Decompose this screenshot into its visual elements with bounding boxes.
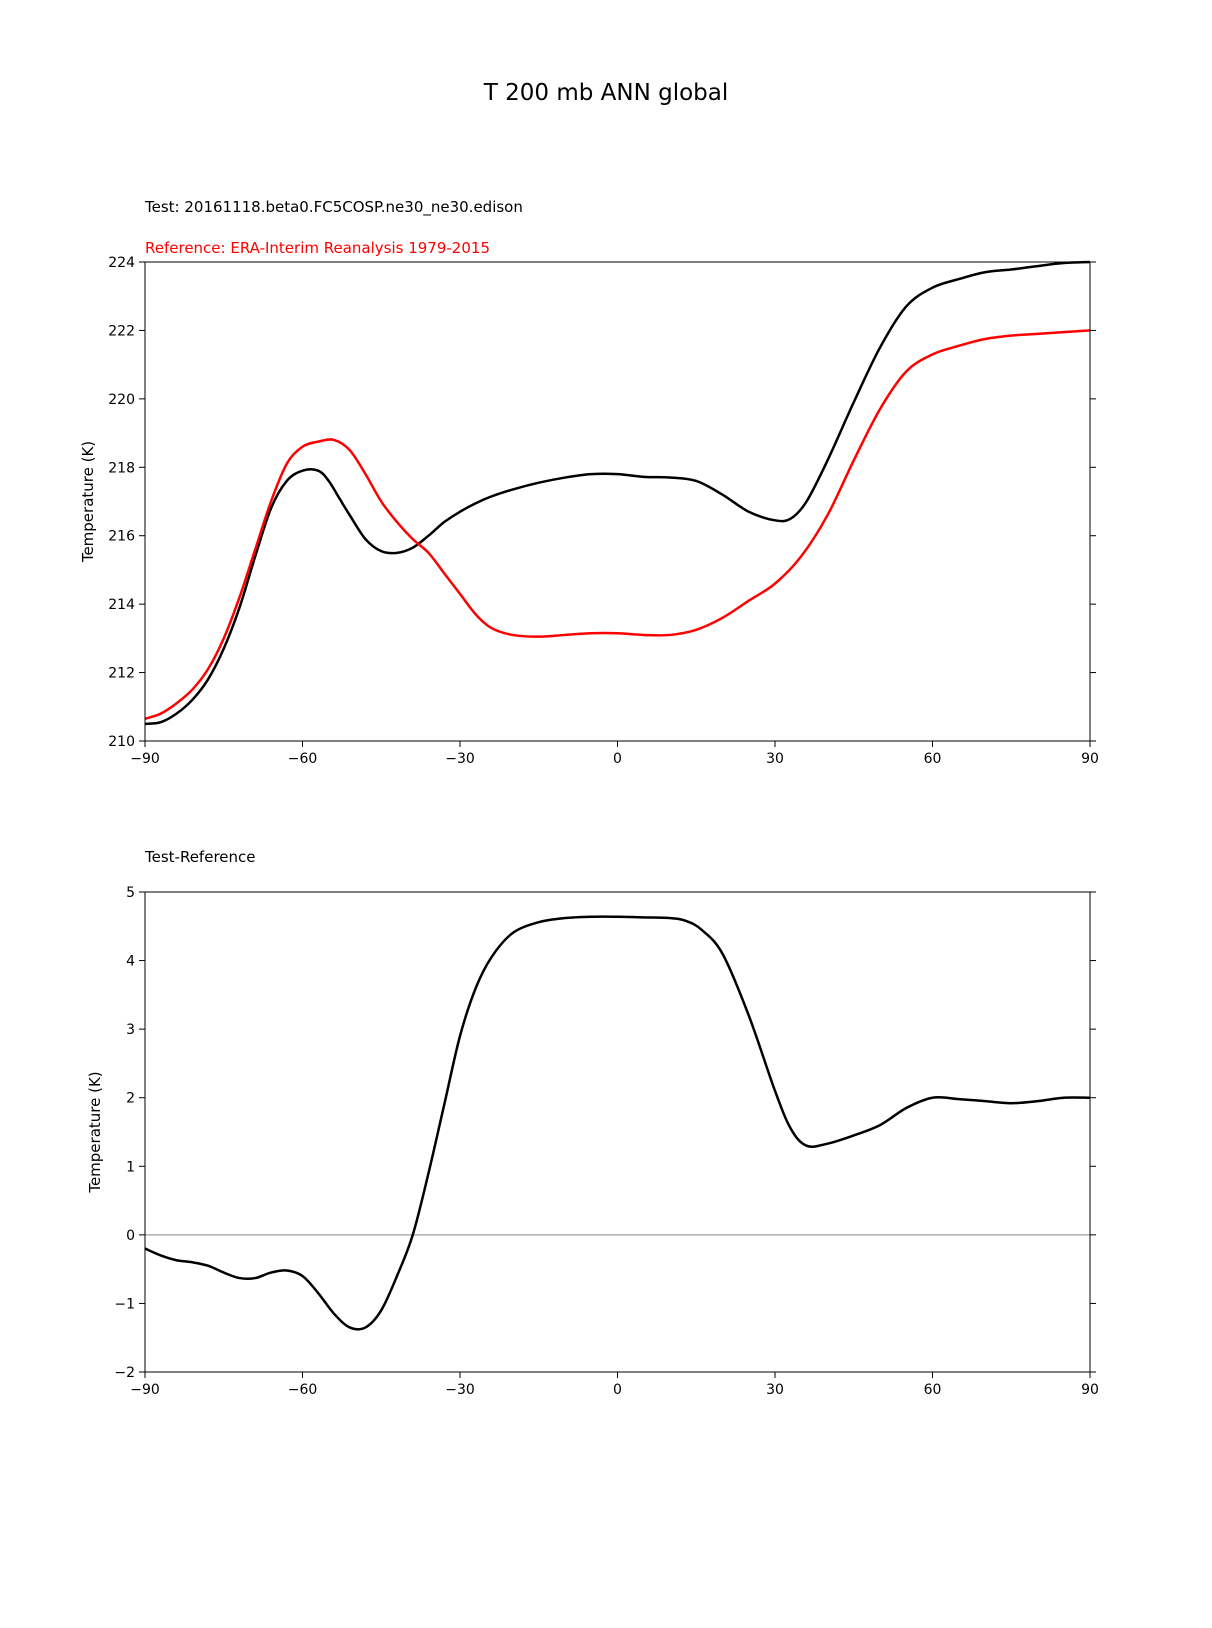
y-tick-label: 212 (108, 666, 135, 682)
x-tick-label: −30 (445, 751, 475, 767)
y-tick-label: 210 (108, 734, 135, 750)
series-line-1 (145, 329, 1090, 720)
x-tick-label: 60 (924, 1382, 942, 1398)
y-tick-label: 216 (108, 529, 135, 545)
x-tick-label: −60 (288, 1382, 318, 1398)
x-tick-label: 60 (924, 751, 942, 767)
y-axis-label: Temperature (K) (79, 441, 97, 563)
plot-frame (144, 261, 1091, 742)
bottom-panel: Test-Reference −90 −60 −30 0 30 60 90 −2 −1 0 1 2 3 4… (86, 848, 1099, 1398)
x-tick-label: −60 (288, 751, 318, 767)
y-tick-label: 1 (126, 1159, 135, 1175)
y-tick-label: 4 (126, 954, 135, 970)
y-tick-label: 5 (126, 885, 135, 901)
y-tick-label: 222 (108, 323, 135, 339)
y-tick-label: 3 (126, 1022, 135, 1038)
y-tick-label: 2 (126, 1091, 135, 1107)
y-tick-label: 218 (108, 460, 135, 476)
y-tick-label: 214 (108, 597, 135, 613)
x-tick-label: −30 (445, 1382, 475, 1398)
x-tick-label: 90 (1081, 1382, 1099, 1398)
y-tick-label: −1 (114, 1296, 135, 1312)
y-tick-label: −2 (114, 1365, 135, 1381)
reference-label: Reference: ERA-Interim Reanalysis 1979-2… (145, 239, 490, 257)
series-line-0 (145, 260, 1090, 726)
y-tick-label: 224 (108, 255, 135, 271)
x-tick-label: −90 (130, 751, 160, 767)
top-plot-area: −90 −60 −30 0 30 60 90 210 212 214 216 218 220 222 224… (79, 255, 1099, 767)
x-tick-label: 30 (766, 1382, 784, 1398)
plot-frame (144, 891, 1091, 1373)
x-tick-label: 0 (613, 1382, 622, 1398)
y-tick-label: 220 (108, 392, 135, 408)
difference-title: Test-Reference (144, 848, 256, 866)
x-tick-label: 0 (613, 751, 622, 767)
test-label: Test: 20161118.beta0.FC5COSP.ne30_ne30.e… (144, 198, 523, 217)
bottom-plot-area: −90 −60 −30 0 30 60 90 −2 −1 0 1 2 3 4 5 Temperature (K… (86, 885, 1099, 1398)
series-line-0 (145, 915, 1090, 1331)
y-tick-label: 0 (126, 1228, 135, 1244)
figure-title: T 200 mb ANN global (483, 80, 729, 106)
y-axis-label: Temperature (K) (86, 1071, 104, 1193)
x-tick-label: −90 (130, 1382, 160, 1398)
top-panel: Test: 20161118.beta0.FC5COSP.ne30_ne30.e… (79, 198, 1099, 767)
x-tick-label: 90 (1081, 751, 1099, 767)
x-tick-label: 30 (766, 751, 784, 767)
